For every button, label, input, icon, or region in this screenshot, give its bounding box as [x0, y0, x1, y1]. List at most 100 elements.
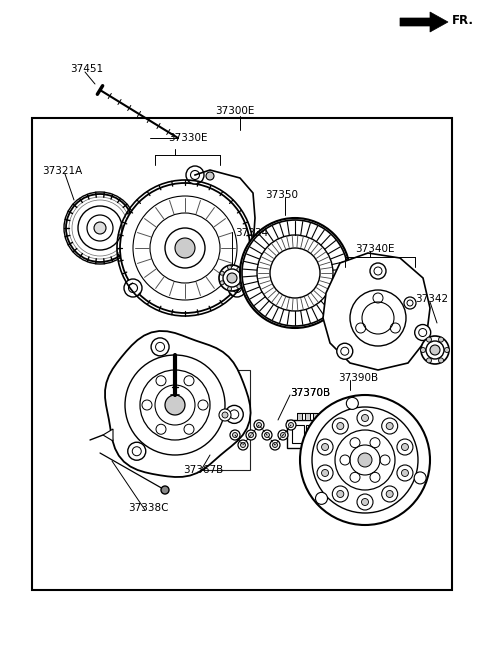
Circle shape	[386, 422, 393, 430]
Circle shape	[322, 470, 328, 476]
Circle shape	[151, 338, 169, 356]
Text: FR.: FR.	[452, 14, 474, 27]
Circle shape	[347, 398, 359, 409]
Circle shape	[257, 235, 333, 311]
Circle shape	[120, 183, 250, 313]
Circle shape	[175, 238, 195, 258]
Circle shape	[358, 453, 372, 467]
Circle shape	[350, 445, 380, 475]
Circle shape	[227, 273, 237, 283]
Circle shape	[332, 418, 348, 434]
Circle shape	[237, 285, 241, 289]
Circle shape	[337, 491, 344, 498]
Circle shape	[94, 222, 106, 234]
Circle shape	[439, 337, 444, 342]
Circle shape	[386, 491, 393, 498]
Circle shape	[220, 271, 224, 275]
Circle shape	[125, 355, 225, 455]
Circle shape	[78, 206, 122, 250]
Circle shape	[237, 267, 241, 271]
Circle shape	[254, 420, 264, 430]
Circle shape	[223, 269, 241, 287]
Polygon shape	[103, 429, 113, 441]
Text: 37334: 37334	[235, 228, 268, 238]
Circle shape	[414, 472, 426, 484]
Bar	[292, 425, 304, 443]
Circle shape	[427, 358, 432, 363]
Text: 37338C: 37338C	[128, 503, 168, 513]
Circle shape	[246, 430, 256, 440]
Circle shape	[230, 430, 240, 440]
Bar	[287, 420, 323, 448]
Circle shape	[219, 265, 245, 291]
Circle shape	[357, 410, 373, 426]
Bar	[306, 425, 318, 443]
Circle shape	[335, 430, 395, 490]
Circle shape	[232, 432, 238, 438]
Bar	[155, 370, 250, 470]
Circle shape	[397, 439, 413, 455]
Circle shape	[273, 443, 277, 447]
Polygon shape	[400, 12, 448, 32]
Circle shape	[401, 443, 408, 451]
Text: 37342: 37342	[415, 294, 448, 304]
Circle shape	[430, 345, 440, 355]
Circle shape	[228, 287, 231, 291]
Circle shape	[337, 343, 353, 359]
Circle shape	[315, 493, 327, 504]
Text: 37340E: 37340E	[355, 244, 395, 254]
Bar	[32, 118, 452, 590]
Circle shape	[426, 341, 444, 359]
Text: 37321A: 37321A	[42, 166, 82, 176]
Circle shape	[278, 430, 288, 440]
Circle shape	[66, 194, 134, 262]
Polygon shape	[105, 331, 251, 477]
Text: 37367B: 37367B	[183, 465, 223, 475]
Circle shape	[317, 465, 333, 481]
Circle shape	[206, 172, 214, 180]
Circle shape	[427, 337, 432, 342]
Circle shape	[219, 409, 231, 421]
Circle shape	[332, 486, 348, 502]
Circle shape	[161, 486, 169, 494]
Circle shape	[317, 439, 333, 455]
Circle shape	[357, 494, 373, 510]
Text: 37451: 37451	[70, 64, 103, 74]
Circle shape	[337, 422, 344, 430]
Circle shape	[220, 281, 224, 285]
Circle shape	[228, 265, 231, 269]
Circle shape	[382, 418, 398, 434]
Circle shape	[382, 486, 398, 502]
Circle shape	[249, 432, 253, 438]
Circle shape	[128, 442, 146, 460]
Circle shape	[350, 290, 406, 346]
Circle shape	[124, 279, 142, 297]
Text: 37370B: 37370B	[290, 388, 330, 398]
Circle shape	[404, 297, 416, 309]
Text: 37300E: 37300E	[215, 106, 254, 116]
Circle shape	[238, 440, 248, 450]
Circle shape	[225, 405, 243, 423]
Circle shape	[397, 465, 413, 481]
Circle shape	[270, 440, 280, 450]
Circle shape	[286, 420, 296, 430]
Circle shape	[370, 263, 386, 279]
Circle shape	[241, 276, 245, 280]
Circle shape	[361, 415, 369, 422]
Circle shape	[165, 228, 205, 268]
Bar	[313, 413, 318, 420]
Circle shape	[228, 279, 246, 297]
Circle shape	[165, 395, 185, 415]
Circle shape	[222, 412, 228, 418]
Circle shape	[87, 215, 113, 241]
Circle shape	[262, 430, 272, 440]
Text: 37350: 37350	[265, 190, 298, 200]
Circle shape	[421, 336, 449, 364]
Text: 37330E: 37330E	[168, 133, 207, 143]
Circle shape	[240, 218, 350, 328]
Circle shape	[401, 470, 408, 476]
Circle shape	[186, 166, 204, 184]
Bar	[305, 413, 310, 420]
Bar	[297, 413, 302, 420]
Text: 37390B: 37390B	[338, 373, 378, 383]
